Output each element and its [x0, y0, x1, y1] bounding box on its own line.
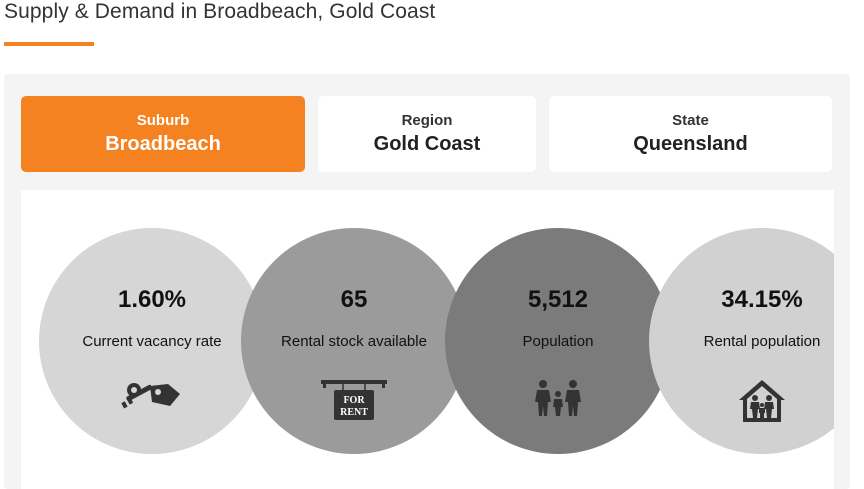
for-rent-sign-text-2: RENT: [340, 407, 368, 418]
vacancy-rate-label: Current vacancy rate: [82, 333, 222, 350]
rental-population-label: Rental population: [703, 333, 821, 350]
rental-population-stat: 34.15% Rental population: [649, 228, 834, 454]
population-stat: 5,512 Population: [445, 228, 671, 454]
rental-stock-stat: 65 Rental stock available FOR RENT: [241, 228, 467, 454]
tab-region-label: Region: [401, 112, 453, 129]
rental-stock-label: Rental stock available: [281, 333, 427, 350]
for-rent-sign-text-1: FOR: [343, 395, 365, 406]
tab-suburb-value: Broadbeach: [105, 133, 221, 155]
tab-suburb[interactable]: Suburb Broadbeach: [21, 96, 305, 172]
tab-state[interactable]: State Queensland: [549, 96, 832, 172]
house-family-icon: [737, 378, 787, 429]
page-title: Supply & Demand in Broadbeach, Gold Coas…: [4, 0, 436, 23]
tab-suburb-label: Suburb: [136, 112, 190, 129]
keys-icon: [120, 378, 184, 417]
population-value: 5,512: [527, 286, 589, 313]
title-underline: [4, 42, 94, 46]
rental-population-value: 34.15%: [721, 286, 803, 313]
family-icon: [531, 378, 585, 423]
tab-region-value: Gold Coast: [373, 133, 481, 155]
tab-state-label: State: [672, 112, 709, 129]
population-label: Population: [522, 333, 594, 350]
rental-stock-value: 65: [340, 286, 368, 313]
for-rent-sign-icon: FOR RENT: [319, 378, 389, 427]
tab-state-value: Queensland: [633, 133, 748, 155]
tab-region[interactable]: Region Gold Coast: [318, 96, 536, 172]
vacancy-rate-value: 1.60%: [117, 286, 187, 313]
stats-area: 1.60% Current vacancy rate 65 Rental sto…: [21, 190, 834, 489]
vacancy-rate-stat: 1.60% Current vacancy rate: [39, 228, 265, 454]
